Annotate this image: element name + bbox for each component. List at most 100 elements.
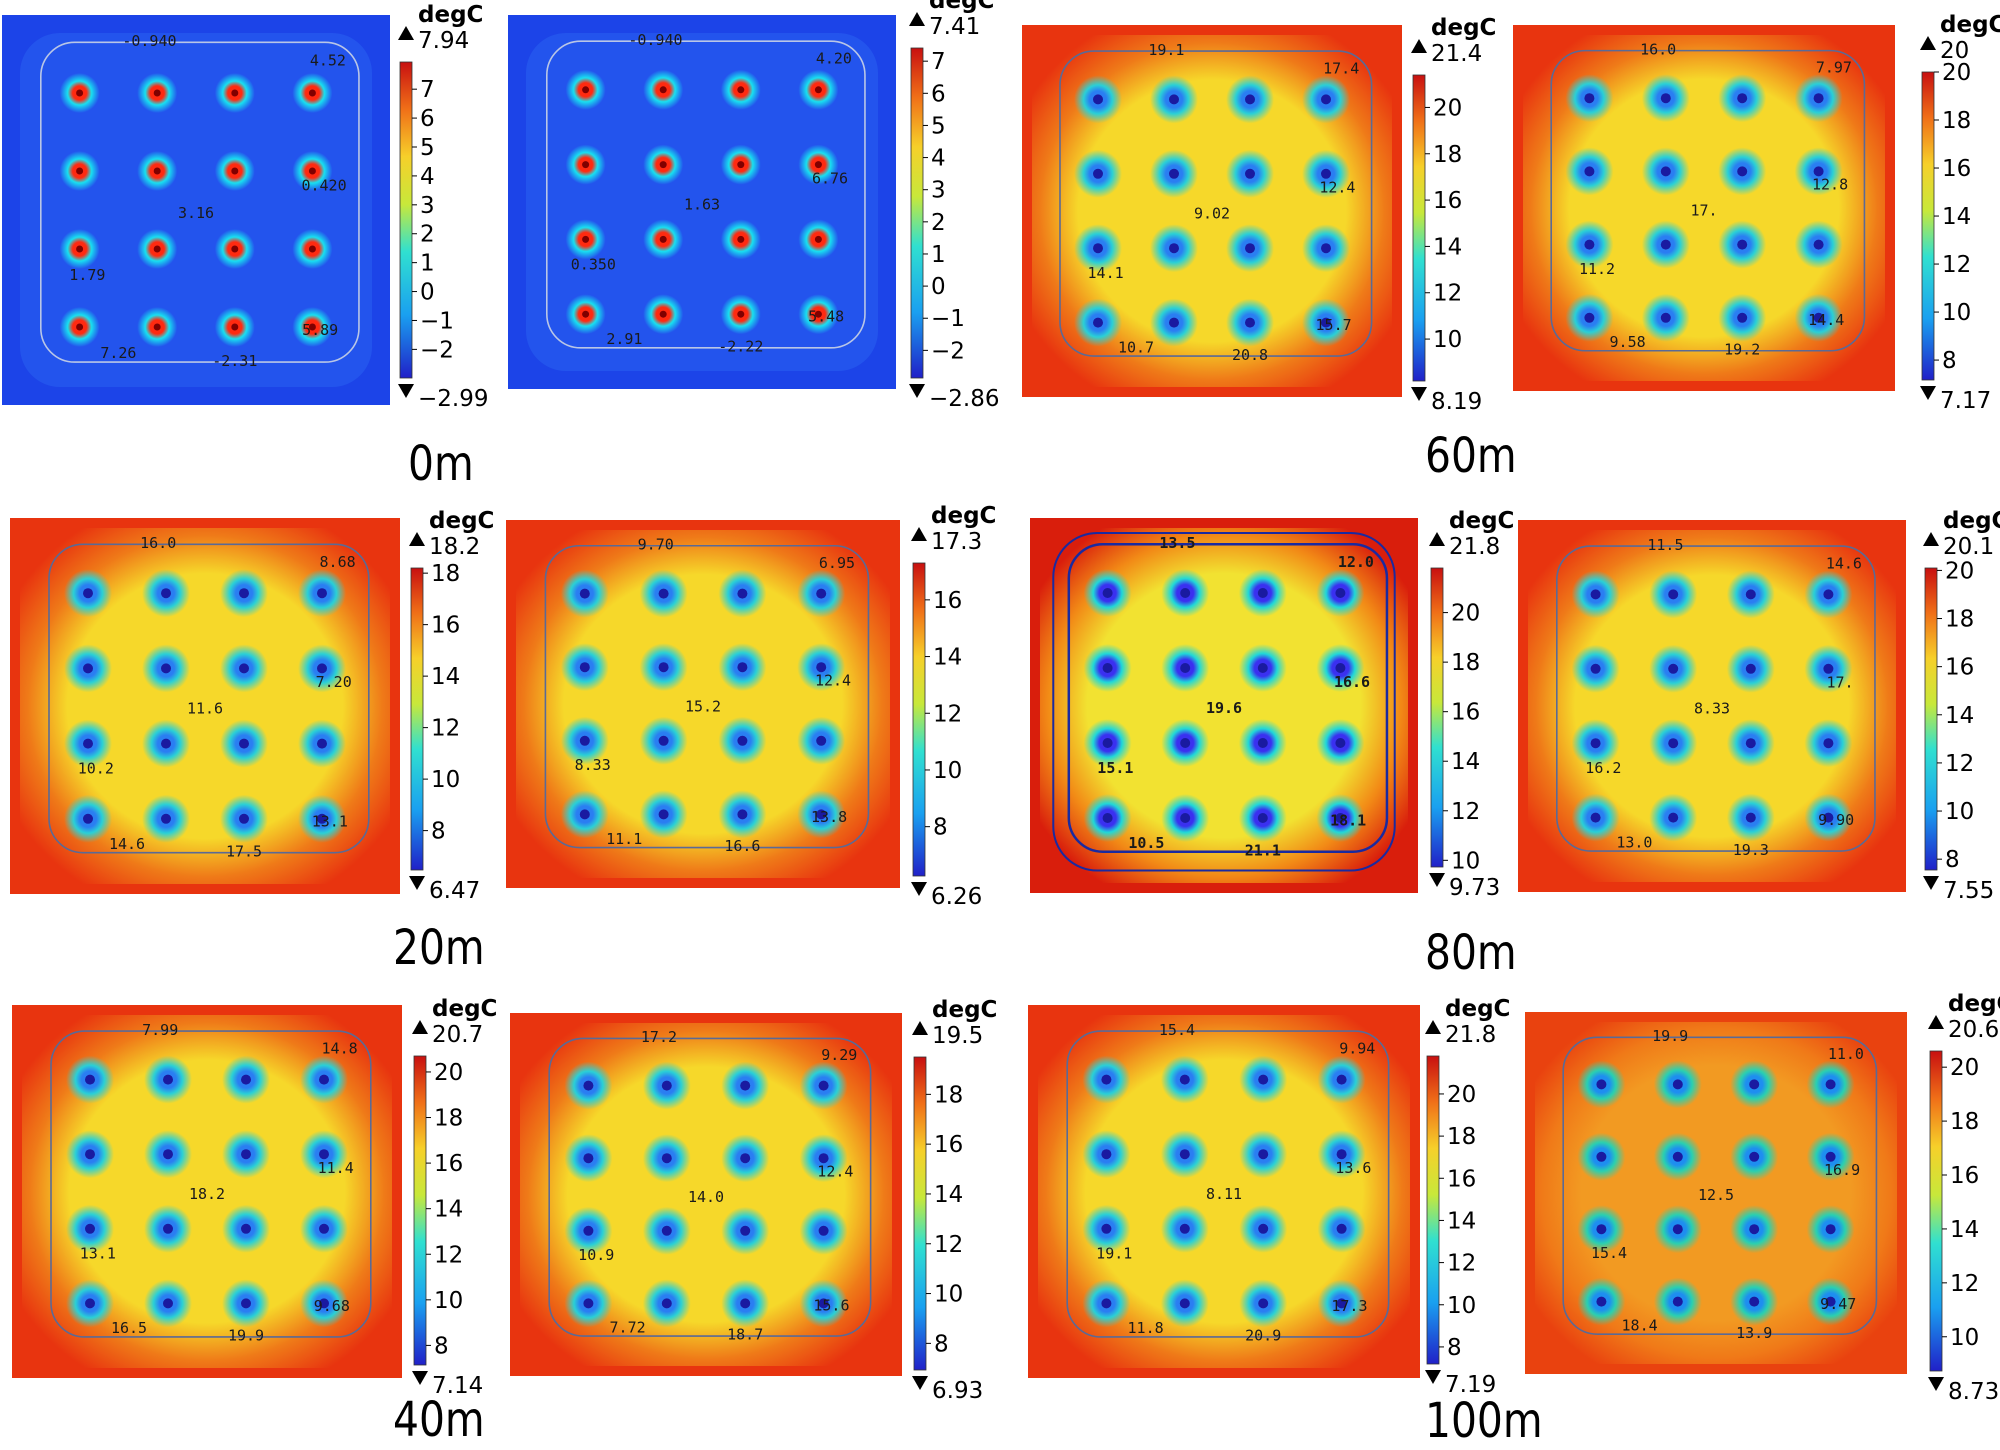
contour-label: 14.6 xyxy=(109,835,145,853)
panel-p60m-a: 19.1 17.4 9.02 14.1 12.4 15.7 10.7 20.8 degC21.4… xyxy=(1022,15,1496,415)
contour-label: 3.16 xyxy=(178,204,214,222)
borehole-center xyxy=(1101,1149,1112,1160)
colorbar-max: 19.5 xyxy=(932,1023,983,1049)
contour-label: 11.8 xyxy=(1128,1319,1164,1337)
borehole-center xyxy=(319,1074,329,1085)
colorbar-tick-label: 10 xyxy=(934,1282,963,1308)
borehole-center xyxy=(1590,738,1601,749)
colorbar-tick-label: 12 xyxy=(933,701,962,727)
contour-label: 11.6 xyxy=(187,700,223,718)
borehole-center xyxy=(1336,1298,1347,1309)
colorbar-max-arrow xyxy=(909,12,925,26)
colorbar-tick-label: 0 xyxy=(931,274,946,300)
borehole-center xyxy=(1823,589,1834,600)
borehole-center xyxy=(1584,166,1595,177)
contour-line xyxy=(39,41,360,363)
borehole-center xyxy=(1179,1149,1190,1160)
borehole-center xyxy=(1102,813,1113,823)
borehole-center xyxy=(740,1225,751,1236)
colorbar-tick-label: 8 xyxy=(1942,348,1957,374)
colorbar-tick-label: 18 xyxy=(1447,1124,1476,1150)
borehole-center xyxy=(818,1225,829,1236)
contour-label: 7.26 xyxy=(100,344,136,362)
colorbar-tick-label: 16 xyxy=(431,613,460,639)
contour-label: 1.79 xyxy=(69,266,105,284)
contour-label: 9.47 xyxy=(1820,1295,1856,1313)
colorbar-max-arrow xyxy=(912,1021,928,1035)
borehole-center xyxy=(1737,166,1748,177)
colorbar-tick-label: 12 xyxy=(934,1232,963,1258)
panel-p40m-a: 7.99 14.8 18.2 13.1 11.4 9.68 16.5 19.9 degC20.7… xyxy=(12,996,497,1399)
contour-label: 9.58 xyxy=(1610,333,1646,351)
colorbar-min-arrow xyxy=(1429,873,1445,887)
borehole-center xyxy=(1257,663,1268,673)
borehole-center xyxy=(319,1223,329,1234)
contour-label: 5.48 xyxy=(808,308,844,326)
borehole-center xyxy=(661,1080,672,1091)
depth-label-60m: 60m xyxy=(1425,428,1517,484)
colorbar-tick-label: 8 xyxy=(1945,847,1960,873)
colorbar-min-arrow xyxy=(1920,386,1936,400)
colorbar-tick-label: 18 xyxy=(431,561,460,587)
colorbar-min: 7.17 xyxy=(1940,388,1991,414)
contour-label: 0.350 xyxy=(571,255,616,273)
borehole-center xyxy=(1258,1223,1269,1234)
colorbar-tick-label: 20 xyxy=(1942,60,1971,86)
colorbar-tick-label: 20 xyxy=(1945,558,1974,584)
contour-label: 11.5 xyxy=(1647,536,1683,554)
borehole-center xyxy=(1321,94,1331,105)
borehole-center xyxy=(1101,1074,1112,1085)
colorbar-tick-label: 14 xyxy=(1945,703,1974,729)
colorbar-max-arrow xyxy=(1920,36,1936,50)
colorbar-max: 7.94 xyxy=(418,28,469,54)
borehole-center xyxy=(579,662,590,673)
contour-label: 12.0 xyxy=(1338,553,1374,571)
colorbar-unit: degC xyxy=(1445,996,1510,1022)
borehole-center xyxy=(1668,589,1679,600)
colorbar-tick-label: 10 xyxy=(1447,1293,1476,1319)
colorbar-max-arrow xyxy=(1425,1020,1441,1034)
panel-p100m-a: 15.4 9.94 8.11 19.1 13.6 17.3 11.8 20.9 degC21.8… xyxy=(1028,996,1510,1398)
contour-label: 19.2 xyxy=(1724,340,1760,358)
borehole-center xyxy=(1179,1298,1190,1309)
borehole-center xyxy=(658,735,669,746)
borehole-center xyxy=(239,813,249,824)
borehole-center xyxy=(1169,317,1179,328)
panel-p0m-b: -0.940 4.20 1.63 0.350 6.76 5.48 2.91 -2.22 degC… xyxy=(508,0,999,412)
panel-p40m-b: 17.2 9.29 14.0 10.9 12.4 15.6 7.72 18.7 degC19.5… xyxy=(510,997,997,1404)
borehole-center xyxy=(737,86,745,94)
contour-line xyxy=(1059,50,1373,357)
colorbar xyxy=(1921,71,1935,381)
borehole-center xyxy=(1321,317,1331,328)
contour-label: 12.5 xyxy=(1698,1186,1734,1204)
borehole-center xyxy=(1668,663,1679,674)
colorbar-unit: degC xyxy=(931,503,996,529)
borehole-center xyxy=(241,1074,251,1085)
depth-label-0m: 0m xyxy=(408,436,474,492)
colorbar-tick-label: 10 xyxy=(1950,1325,1979,1351)
borehole-center xyxy=(1169,94,1179,105)
borehole-center xyxy=(1590,663,1601,674)
borehole-center xyxy=(1660,239,1671,250)
borehole-center xyxy=(1749,1224,1760,1235)
borehole-center xyxy=(153,167,161,175)
panel-p20m-a: 16.0 8.68 11.6 10.2 7.20 13.1 14.6 17.5 degC18.2… xyxy=(10,508,494,904)
contour-label: 17.5 xyxy=(226,842,262,860)
colorbar-tick-label: 14 xyxy=(434,1197,463,1223)
colorbar-tick-label: 14 xyxy=(431,664,460,690)
contour-line xyxy=(48,543,370,854)
colorbar-tick-label: 5 xyxy=(420,135,435,161)
contour-label: 15.4 xyxy=(1159,1021,1195,1039)
borehole-center xyxy=(1672,1296,1683,1307)
colorbar-tick-label: 1 xyxy=(420,251,435,277)
borehole-center xyxy=(85,1223,95,1234)
colorbar-max: 18.2 xyxy=(429,534,480,560)
field-interior xyxy=(20,528,390,884)
contour-label: 0.420 xyxy=(301,177,346,195)
colorbar-min: 6.47 xyxy=(429,878,480,904)
contour-label: 12.4 xyxy=(815,672,851,690)
colorbar-max: 17.3 xyxy=(931,529,982,555)
borehole-center xyxy=(1749,1151,1760,1162)
colorbar xyxy=(1929,1050,1943,1372)
